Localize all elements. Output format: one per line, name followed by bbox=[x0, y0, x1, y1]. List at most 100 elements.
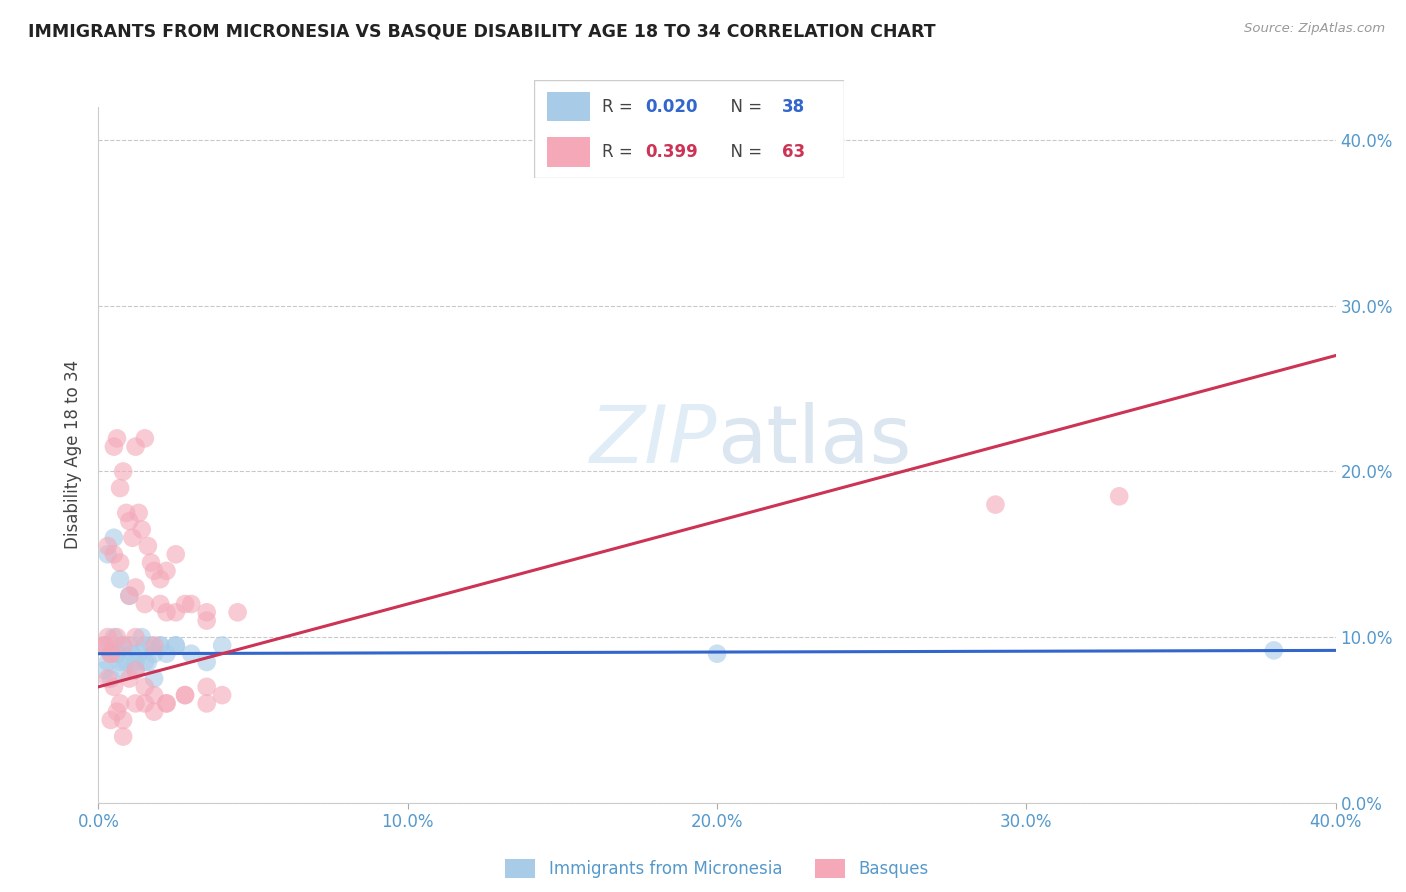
Point bbox=[134, 655, 156, 669]
Point bbox=[174, 688, 197, 702]
Point bbox=[105, 647, 128, 661]
Point bbox=[105, 431, 128, 445]
Point bbox=[97, 547, 120, 561]
Point bbox=[103, 630, 125, 644]
Point bbox=[115, 655, 138, 669]
Point bbox=[211, 639, 233, 653]
Text: R =: R = bbox=[602, 143, 638, 161]
Point bbox=[706, 647, 728, 661]
Point bbox=[226, 605, 249, 619]
Point bbox=[105, 630, 128, 644]
Point bbox=[195, 655, 218, 669]
Point bbox=[165, 639, 187, 653]
Point bbox=[149, 597, 172, 611]
Point bbox=[97, 655, 120, 669]
Point bbox=[165, 547, 187, 561]
Point bbox=[118, 514, 141, 528]
Point bbox=[93, 639, 115, 653]
Point bbox=[155, 647, 177, 661]
Point bbox=[103, 440, 125, 454]
Point bbox=[124, 581, 146, 595]
Point bbox=[143, 647, 166, 661]
Text: R =: R = bbox=[602, 98, 638, 116]
Point bbox=[143, 639, 166, 653]
Point bbox=[174, 597, 197, 611]
Point bbox=[134, 680, 156, 694]
Point bbox=[155, 605, 177, 619]
Point bbox=[136, 539, 159, 553]
Point bbox=[149, 572, 172, 586]
Point bbox=[1263, 643, 1285, 657]
Point bbox=[1108, 489, 1130, 503]
Point bbox=[124, 440, 146, 454]
Point bbox=[97, 539, 120, 553]
Point bbox=[134, 431, 156, 445]
Point bbox=[108, 556, 131, 570]
FancyBboxPatch shape bbox=[534, 80, 844, 178]
Point bbox=[93, 639, 115, 653]
Point bbox=[118, 589, 141, 603]
Point bbox=[149, 639, 172, 653]
Point bbox=[139, 556, 162, 570]
Point bbox=[180, 597, 202, 611]
Point bbox=[112, 639, 135, 653]
Text: 0.020: 0.020 bbox=[645, 98, 699, 116]
Point bbox=[112, 663, 135, 677]
Text: atlas: atlas bbox=[717, 402, 911, 480]
Point bbox=[112, 465, 135, 479]
Point bbox=[103, 531, 125, 545]
Point bbox=[155, 564, 177, 578]
Point bbox=[136, 655, 159, 669]
Point bbox=[984, 498, 1007, 512]
Point bbox=[134, 639, 156, 653]
Point bbox=[115, 506, 138, 520]
Point bbox=[195, 680, 218, 694]
Point bbox=[139, 639, 162, 653]
Point bbox=[121, 531, 143, 545]
Point bbox=[128, 647, 150, 661]
Point bbox=[195, 614, 218, 628]
Point bbox=[124, 655, 146, 669]
Point bbox=[195, 697, 218, 711]
Text: N =: N = bbox=[720, 143, 768, 161]
Point bbox=[124, 663, 146, 677]
Point bbox=[124, 630, 146, 644]
Point bbox=[103, 680, 125, 694]
Point bbox=[105, 705, 128, 719]
Point bbox=[108, 572, 131, 586]
Point bbox=[100, 647, 122, 661]
Point bbox=[112, 713, 135, 727]
Point bbox=[97, 672, 120, 686]
Point bbox=[118, 672, 141, 686]
Point bbox=[100, 647, 122, 661]
Point bbox=[165, 639, 187, 653]
Point bbox=[134, 597, 156, 611]
Point bbox=[112, 639, 135, 653]
Point bbox=[131, 523, 153, 537]
Text: ZIP: ZIP bbox=[589, 402, 717, 480]
Point bbox=[211, 688, 233, 702]
Point bbox=[143, 564, 166, 578]
Point bbox=[149, 639, 172, 653]
Text: IMMIGRANTS FROM MICRONESIA VS BASQUE DISABILITY AGE 18 TO 34 CORRELATION CHART: IMMIGRANTS FROM MICRONESIA VS BASQUE DIS… bbox=[28, 22, 936, 40]
Point bbox=[165, 605, 187, 619]
Point bbox=[112, 730, 135, 744]
Point bbox=[131, 630, 153, 644]
Point bbox=[93, 639, 115, 653]
Legend: Immigrants from Micronesia, Basques: Immigrants from Micronesia, Basques bbox=[499, 853, 935, 885]
Point bbox=[124, 697, 146, 711]
Point bbox=[180, 647, 202, 661]
Point bbox=[155, 697, 177, 711]
Point bbox=[174, 688, 197, 702]
Point bbox=[97, 630, 120, 644]
Text: 63: 63 bbox=[782, 143, 804, 161]
Point bbox=[108, 697, 131, 711]
Point bbox=[128, 506, 150, 520]
Point bbox=[143, 705, 166, 719]
Point bbox=[93, 663, 115, 677]
Point bbox=[103, 547, 125, 561]
Point bbox=[195, 605, 218, 619]
Text: N =: N = bbox=[720, 98, 768, 116]
Point bbox=[143, 688, 166, 702]
Point bbox=[155, 697, 177, 711]
